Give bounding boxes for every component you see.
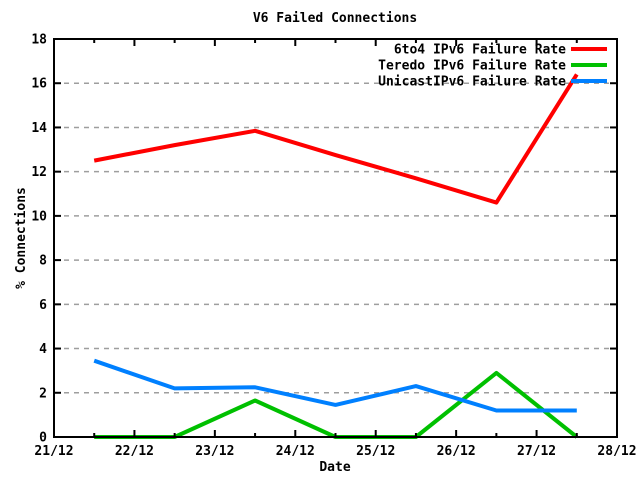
x-tick-label: 23/12	[195, 444, 234, 459]
y-axis-label: % Connections	[14, 187, 29, 289]
y-tick-label: 16	[31, 77, 47, 92]
x-tick-label: 25/12	[356, 444, 395, 459]
tick-label-layer: 21/12 22/12 23/12 24/12 25/12 26/12 27/12 28/12…	[31, 33, 636, 460]
legend-label: 6to4 IPv6 Failure Rate	[394, 43, 566, 58]
chart-title: V6 Failed Connections	[253, 11, 417, 26]
series-layer	[93, 73, 579, 439]
x-tick-label: 28/12	[597, 444, 636, 459]
y-tick-label: 2	[39, 386, 47, 401]
y-tick-label: 18	[31, 33, 47, 48]
legend-label: UnicastIPv6 Failure Rate	[378, 75, 566, 90]
y-tick-label: 4	[39, 342, 47, 357]
y-tick-label: 8	[39, 254, 47, 269]
tick-layer	[53, 38, 618, 438]
y-tick-label: 12	[31, 165, 47, 180]
series-line-6to4	[93, 73, 579, 205]
legend-label: Teredo IPv6 Failure Rate	[378, 59, 566, 74]
y-tick-label: 6	[39, 298, 47, 313]
y-tick-label: 0	[39, 431, 47, 446]
series-line-unicastipv6	[93, 358, 577, 413]
x-tick-label: 24/12	[276, 444, 315, 459]
y-tick-label: 10	[31, 209, 47, 224]
grid-layer	[54, 82, 617, 394]
x-axis-label: Date	[319, 460, 350, 475]
x-tick-label: 27/12	[517, 444, 556, 459]
x-tick-label: 21/12	[34, 444, 73, 459]
y-tick-label: 14	[31, 121, 47, 136]
x-tick-label: 26/12	[437, 444, 476, 459]
x-tick-label: 22/12	[115, 444, 154, 459]
